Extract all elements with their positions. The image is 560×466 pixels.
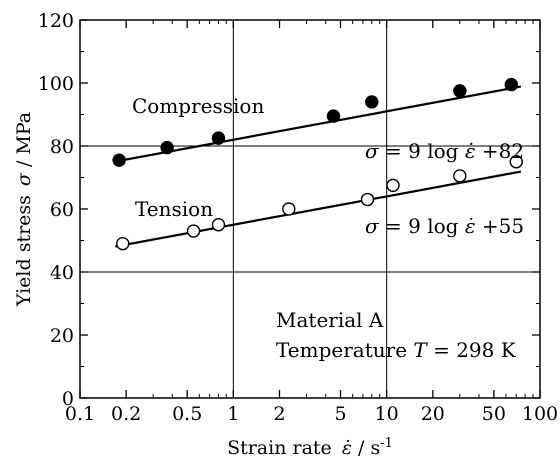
x-tick-label: 0.2 xyxy=(111,403,141,425)
data-point-compression xyxy=(326,109,341,123)
y-tick-label: 20 xyxy=(50,325,74,347)
data-point-tension xyxy=(360,192,375,207)
data-point-tension xyxy=(453,169,467,183)
x-axis-title: Strain rate ε̇ / s-1 xyxy=(227,436,393,459)
data-point-compression xyxy=(504,77,519,92)
data-point-tension xyxy=(186,224,201,238)
annotation-temperature: Temperature T = 298 K xyxy=(276,338,517,362)
data-point-tension xyxy=(386,178,400,193)
y-tick-label: 100 xyxy=(38,73,74,95)
x-tick-label: 1 xyxy=(227,403,239,425)
x-tick-label: 0.5 xyxy=(172,403,202,425)
series-label-tension: Tension xyxy=(135,197,213,221)
y-tick-label: 80 xyxy=(50,136,74,158)
data-point-tension xyxy=(211,218,226,232)
data-point-compression xyxy=(112,153,126,167)
fit-line-compression xyxy=(115,85,522,163)
x-tick-label: 20 xyxy=(421,403,445,425)
data-point-compression xyxy=(160,140,174,155)
data-point-tension xyxy=(509,155,523,169)
data-point-tension xyxy=(282,202,296,216)
x-tick-label: 2 xyxy=(273,403,285,425)
y-tick-label: 0 xyxy=(62,388,74,410)
annotation-material: Material A xyxy=(276,308,384,332)
data-point-tension xyxy=(116,236,130,251)
series-label-compression: Compression xyxy=(132,94,264,118)
x-tick-label: 100 xyxy=(522,403,558,425)
y-tick-label: 60 xyxy=(50,199,74,221)
x-tick-label: 50 xyxy=(482,403,506,425)
y-tick-label: 120 xyxy=(38,10,74,32)
y-axis-title: Yield stressσ / MPa xyxy=(13,112,35,307)
equation-compression: σ = 9 log ε̇ +82 xyxy=(365,139,524,163)
data-point-compression xyxy=(211,131,226,145)
x-tick-label: 5 xyxy=(334,403,346,425)
equation-tension: σ = 9 log ε̇ +55 xyxy=(365,214,524,238)
y-tick-label: 40 xyxy=(50,262,74,284)
x-tick-label: 10 xyxy=(375,403,399,425)
data-point-compression xyxy=(365,95,379,109)
fit-line-tension xyxy=(115,170,522,248)
data-point-compression xyxy=(453,84,467,98)
x-tick-label: 0.1 xyxy=(65,403,95,425)
